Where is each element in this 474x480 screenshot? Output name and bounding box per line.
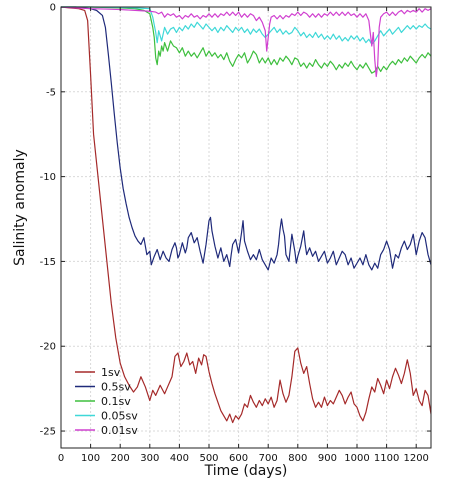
legend-label: 0.1sv: [101, 395, 131, 408]
x-axis-label: Time (days): [204, 463, 288, 479]
x-tick-label: 0: [58, 453, 64, 464]
x-tick-label: 1200: [403, 453, 428, 464]
y-tick-label: 0: [50, 3, 56, 14]
x-tick-label: 200: [111, 453, 130, 464]
x-tick-label: 700: [259, 453, 278, 464]
y-tick-label: -25: [40, 427, 56, 438]
series-line-0-01sv: [61, 6, 431, 78]
x-tick-label: 600: [229, 453, 248, 464]
series-line-1sv: [61, 6, 431, 424]
legend-label: 0.01sv: [101, 424, 138, 437]
x-tick-label: 800: [288, 453, 307, 464]
axis-ticks: 0 100 200 300 400 500 600 700 800 900 1000 1100 1200…: [40, 3, 431, 464]
y-tick-label: -5: [46, 87, 56, 98]
series-line-0-05sv: [61, 6, 431, 45]
x-tick-label: 1100: [374, 453, 399, 464]
legend-label: 0.05sv: [101, 410, 138, 423]
series-line-0-1sv: [61, 6, 431, 74]
x-tick-label: 900: [318, 453, 337, 464]
y-tick-label: -15: [40, 257, 56, 268]
plot-frame: [60, 6, 432, 449]
x-tick-label: 400: [170, 453, 189, 464]
legend-label: 1sv: [101, 366, 121, 379]
x-tick-label: 1000: [344, 453, 369, 464]
series-line-0-5sv: [61, 6, 431, 271]
y-tick-label: -20: [40, 342, 56, 353]
legend-label: 0.5sv: [101, 381, 131, 394]
x-tick-label: 100: [81, 453, 100, 464]
y-tick-label: -10: [40, 172, 56, 183]
x-tick-label: 500: [199, 453, 218, 464]
x-tick-label: 300: [140, 453, 159, 464]
series-lines: [61, 6, 431, 424]
grid-lines: [60, 6, 431, 448]
y-axis-label: Salinity anomaly: [12, 149, 28, 266]
